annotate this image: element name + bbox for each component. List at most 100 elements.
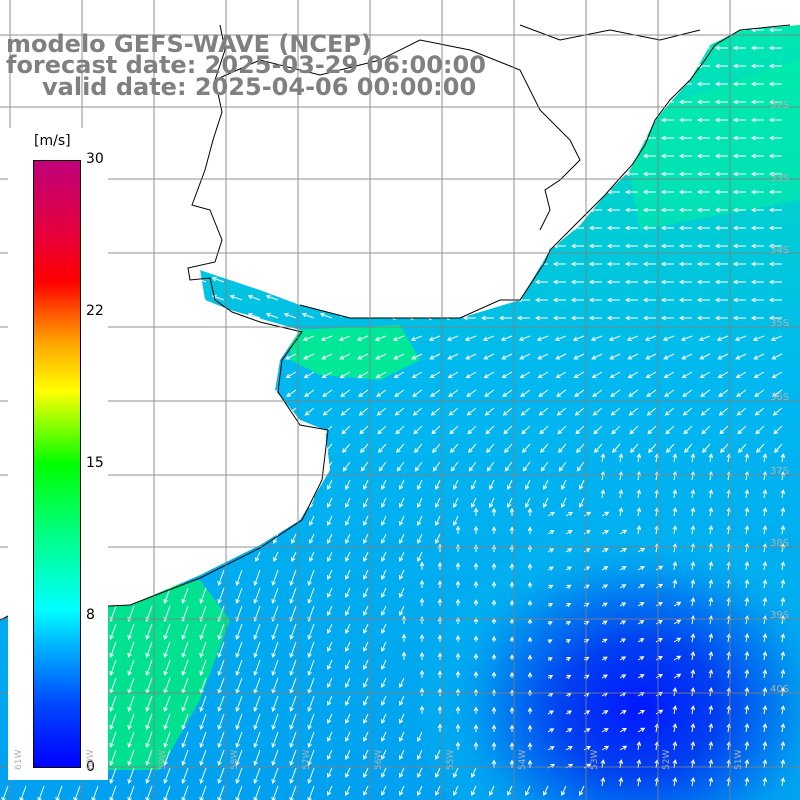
wind-arrow (565, 511, 574, 517)
longitude-label: 58W (230, 749, 240, 770)
wind-arrow (543, 785, 549, 797)
wind-arrow (217, 731, 225, 749)
wind-arrow (327, 587, 333, 599)
longitude-label: 56W (374, 749, 384, 770)
wind-arrow (486, 443, 495, 454)
wind-arrow (609, 353, 621, 360)
wind-arrow (309, 533, 315, 545)
wind-arrow (163, 785, 171, 800)
wind-arrow (591, 353, 603, 360)
wind-arrow (381, 749, 387, 761)
wind-arrow (735, 353, 747, 360)
wind-arrow (345, 785, 351, 797)
wind-arrow (217, 695, 225, 713)
wind-arrow (637, 727, 646, 733)
wind-arrow (780, 453, 786, 463)
wind-arrow (289, 731, 297, 749)
wind-arrow (768, 81, 782, 87)
wind-arrow (618, 777, 624, 787)
wind-arrow (229, 294, 243, 301)
wind-arrow (363, 569, 369, 581)
wind-arrow (453, 515, 459, 527)
wind-arrow (736, 389, 747, 397)
wind-arrow (744, 687, 750, 697)
wind-arrow (507, 479, 513, 491)
wind-arrow (565, 602, 572, 608)
wind-arrow (527, 636, 533, 642)
wind-arrow (285, 353, 297, 360)
wind-arrow (381, 785, 387, 797)
wind-arrow (417, 497, 423, 509)
wind-arrow (717, 371, 729, 379)
wind-arrow (534, 297, 548, 303)
wind-arrow (381, 605, 387, 617)
wind-arrow (396, 461, 405, 472)
wind-arrow (636, 741, 642, 751)
wind-arrow (610, 389, 621, 397)
wind-arrow (289, 569, 297, 587)
wind-arrow (673, 655, 682, 661)
wind-arrow (732, 261, 746, 267)
wind-arrow (345, 749, 351, 761)
wind-arrow (345, 767, 351, 779)
wind-arrow (410, 335, 423, 342)
wind-arrow (698, 335, 711, 342)
wind-arrow (235, 767, 243, 785)
wind-arrow (732, 189, 746, 195)
wind-arrow (554, 335, 567, 342)
wind-arrow (399, 497, 405, 509)
wind-arrow (283, 312, 297, 319)
title-line-1: modelo GEFS-WAVE (NCEP) (6, 30, 372, 58)
wind-arrow (718, 389, 729, 397)
wind-arrow (690, 723, 696, 733)
wind-arrow (473, 724, 479, 732)
wind-arrow (637, 674, 645, 679)
wind-arrow (732, 279, 746, 285)
wind-arrow (235, 623, 243, 641)
wind-arrow (181, 695, 189, 713)
wind-arrow (109, 713, 117, 731)
wind-arrow (435, 749, 441, 761)
wind-arrow (696, 153, 710, 159)
wind-arrow (565, 728, 573, 733)
wind-arrow (199, 749, 207, 767)
wind-arrow (253, 749, 261, 767)
wind-arrow (340, 389, 351, 397)
wind-arrow (701, 425, 711, 435)
wind-arrow (109, 749, 117, 767)
wind-arrow (363, 749, 369, 761)
wind-arrow (672, 453, 678, 463)
wind-arrow (547, 584, 554, 590)
wind-arrow (345, 587, 351, 599)
wind-arrow (417, 767, 423, 779)
wind-arrow (592, 389, 603, 397)
wind-arrow (690, 561, 696, 571)
wind-arrow (714, 153, 728, 159)
wind-arrow (696, 243, 710, 249)
wind-arrow (629, 425, 639, 435)
wind-arrow (339, 353, 351, 360)
wind-arrow (624, 279, 638, 285)
wind-arrow (642, 261, 656, 267)
wind-arrow (626, 335, 639, 342)
wind-arrow (714, 135, 728, 141)
wind-arrow (637, 602, 645, 607)
wind-arrow (395, 425, 405, 435)
wind-arrow (714, 189, 728, 195)
wind-arrow (660, 135, 674, 141)
wind-arrow (672, 507, 678, 517)
wind-arrow (768, 135, 782, 141)
wind-arrow (489, 479, 495, 491)
wind-arrow (555, 353, 567, 360)
wind-arrow (253, 785, 261, 800)
wind-arrow (181, 713, 189, 731)
wind-arrow (519, 353, 531, 360)
wind-arrow (471, 479, 477, 491)
wind-arrow (342, 461, 351, 472)
wind-arrow (579, 479, 585, 491)
wind-arrow (772, 407, 783, 416)
wind-arrow (696, 171, 710, 177)
wind-arrow (744, 525, 750, 535)
colorbar-tick-0: 0 (86, 759, 95, 775)
wind-arrow (696, 189, 710, 195)
